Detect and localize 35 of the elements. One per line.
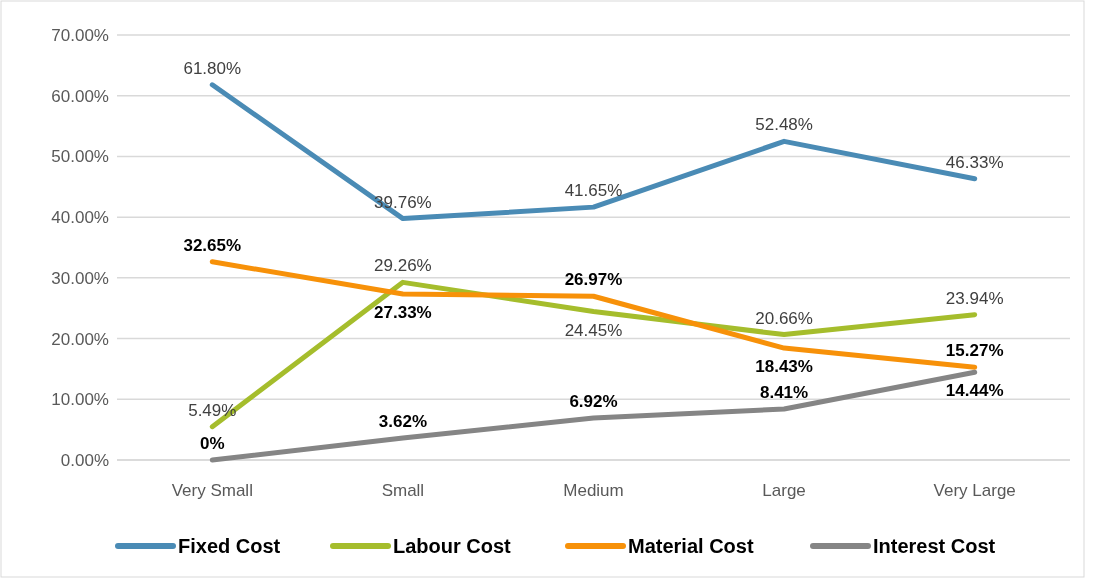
data-label: 15.27%: [945, 341, 1004, 361]
legend-label: Fixed Cost: [178, 535, 281, 557]
legend-label: Material Cost: [628, 535, 754, 557]
data-label: 18.43%: [755, 357, 813, 377]
legend-label: Interest Cost: [873, 535, 996, 557]
data-label: 52.48%: [755, 115, 813, 135]
y-tick-label: 50.00%: [51, 147, 109, 167]
data-label: 8.41%: [760, 382, 809, 402]
data-label: 27.33%: [374, 303, 432, 323]
data-label: 23.94%: [945, 288, 1004, 308]
y-tick-label: 20.00%: [51, 329, 109, 349]
data-label: 0%: [200, 434, 225, 453]
y-tick-label: 60.00%: [51, 86, 109, 106]
data-label: 26.97%: [564, 270, 623, 290]
legend-label: Labour Cost: [393, 535, 512, 557]
y-tick-label: 30.00%: [51, 268, 109, 288]
data-label: 3.62%: [378, 412, 427, 432]
data-label: 41.65%: [564, 181, 623, 201]
x-tick-label: Medium: [563, 481, 624, 500]
data-label: 14.44%: [945, 381, 1004, 401]
y-tick-label: 10.00%: [51, 390, 109, 410]
data-label: 46.33%: [945, 152, 1004, 172]
data-label: 61.80%: [183, 58, 242, 78]
data-label: 20.66%: [755, 308, 813, 328]
x-tick-label: Very Large: [933, 481, 1016, 500]
data-label: 6.92%: [569, 391, 618, 411]
data-label: 24.45%: [564, 320, 623, 340]
y-tick-label: 70.00%: [51, 25, 109, 45]
y-tick-label: 0.00%: [60, 450, 109, 470]
y-tick-label: 40.00%: [51, 208, 109, 228]
data-label: 32.65%: [183, 235, 242, 255]
data-label: 29.26%: [374, 256, 432, 276]
x-tick-label: Small: [381, 481, 425, 500]
x-tick-label: Very Small: [171, 481, 253, 500]
x-tick-label: Large: [762, 481, 806, 500]
